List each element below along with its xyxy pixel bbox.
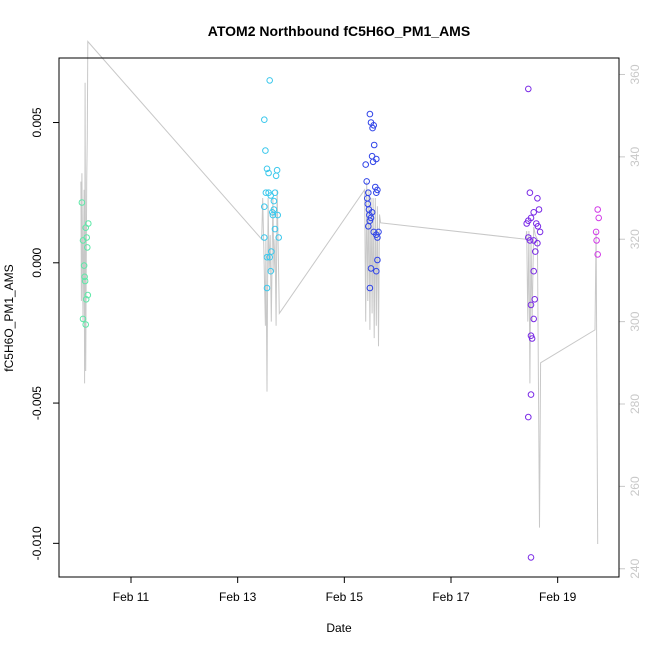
data-point (82, 321, 89, 328)
data-point (370, 122, 378, 129)
data-point (83, 234, 90, 241)
data-point (530, 209, 538, 216)
data-point (592, 228, 600, 236)
y-axis-label: fC5H6O_PM1_AMS (2, 264, 16, 371)
data-point (525, 85, 532, 93)
data-point (530, 267, 538, 275)
data-point (530, 315, 538, 323)
data-point (531, 296, 539, 303)
y2-tick-label: 280 (628, 394, 642, 414)
data-point (366, 110, 374, 118)
data-point (374, 256, 381, 264)
data-point (78, 199, 86, 206)
data-point (363, 178, 371, 185)
data-point (266, 77, 274, 84)
secondary-series-layer (80, 40, 599, 545)
y-tick-label: 0.000 (30, 247, 44, 277)
y2-tick-label: 320 (628, 229, 642, 249)
x-tick-label: Feb 11 (113, 590, 150, 604)
data-point (527, 214, 535, 222)
data-point (368, 209, 376, 216)
chart-title: ATOM2 Northbound fC5H6O_PM1_AMS (208, 23, 470, 39)
data-points-layer (78, 77, 603, 561)
data-point (273, 166, 281, 174)
data-point (595, 214, 603, 222)
data-point (528, 335, 536, 342)
x-tick-label: Feb 19 (539, 590, 577, 604)
data-point (527, 391, 535, 398)
x-tick-label: Feb 17 (432, 590, 470, 604)
y2-tick-label: 300 (628, 311, 642, 331)
data-point (593, 237, 600, 244)
data-point (265, 169, 272, 177)
data-point (268, 248, 275, 255)
y-tick-label: 0.005 (30, 107, 44, 137)
data-point (275, 234, 283, 241)
plot-frame (58, 57, 620, 578)
y2-tick-label: 240 (628, 558, 642, 578)
data-point (263, 253, 271, 261)
data-point (263, 165, 271, 173)
data-point (270, 197, 278, 205)
data-point (532, 248, 539, 255)
data-point (367, 265, 375, 272)
x-tick-label: Feb 15 (326, 590, 364, 604)
data-point (525, 413, 532, 421)
data-point (527, 554, 535, 561)
data-point (364, 200, 372, 208)
data-point (84, 291, 92, 299)
data-point (536, 228, 544, 236)
data-point (81, 277, 89, 285)
data-point (535, 206, 543, 213)
data-point (534, 239, 541, 247)
data-point (261, 234, 268, 241)
data-point (534, 223, 542, 230)
data-point (366, 284, 374, 292)
data-point (267, 267, 275, 275)
data-point (594, 251, 602, 258)
data-point (365, 223, 372, 230)
data-point (80, 262, 88, 269)
data-point (594, 206, 602, 213)
data-point (85, 220, 92, 227)
y-tick-label: -0.005 (30, 386, 44, 420)
data-point (370, 141, 378, 149)
y-tick-label: -0.010 (30, 526, 44, 560)
data-point (84, 244, 91, 251)
data-point (526, 189, 534, 196)
data-point (79, 315, 87, 323)
data-point (375, 228, 382, 236)
data-point (262, 189, 270, 196)
data-point (527, 301, 535, 309)
x-axis-label: Date (326, 621, 352, 635)
data-point (534, 195, 541, 202)
data-point (272, 172, 280, 180)
data-point (261, 203, 268, 210)
data-point (271, 189, 279, 196)
data-point (270, 206, 278, 213)
data-point (263, 284, 271, 292)
y2-tick-label: 360 (628, 64, 642, 84)
x-tick-label: Feb 13 (219, 590, 257, 604)
y2-tick-label: 260 (628, 476, 642, 496)
y2-tick-label: 340 (628, 147, 642, 167)
data-point (274, 211, 282, 219)
axes-layer: Feb 11 Feb 13 Feb 15 Feb 17 Feb 19 -0.010 -0.0… (30, 64, 642, 604)
data-point (362, 161, 370, 168)
data-point (526, 237, 534, 244)
data-point (262, 147, 269, 154)
data-point (373, 267, 380, 275)
data-point (82, 296, 90, 303)
data-point (261, 116, 268, 123)
data-point (373, 155, 380, 163)
secondary-series-line (80, 40, 599, 545)
data-point (81, 273, 88, 281)
data-point (374, 186, 381, 194)
data-point (271, 225, 279, 233)
